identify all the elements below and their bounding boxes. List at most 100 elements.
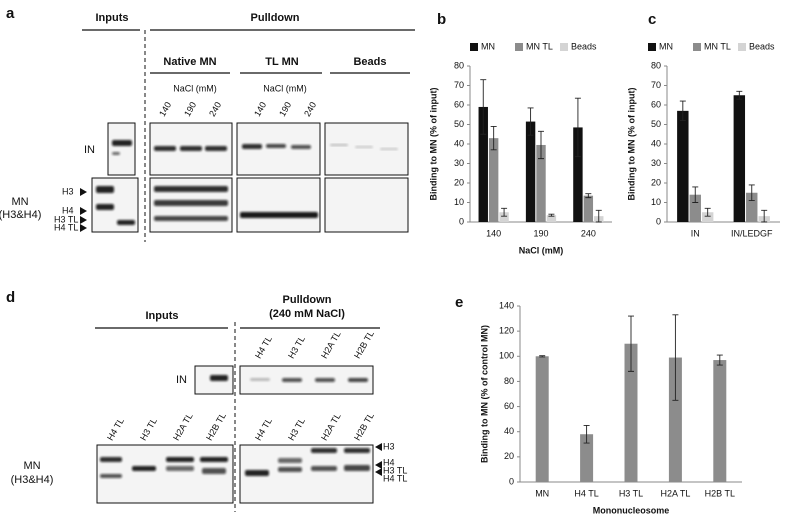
lane-label: H4 TL xyxy=(105,416,126,442)
band xyxy=(117,220,135,225)
row-label: (H3&H4) xyxy=(11,474,54,486)
band xyxy=(311,448,337,453)
y-tick-label: 80 xyxy=(454,60,464,70)
band xyxy=(202,468,226,474)
legend-swatch xyxy=(693,43,701,51)
lane-label: 190 xyxy=(277,100,293,118)
marker-label: H4 xyxy=(383,457,395,467)
legend-swatch xyxy=(470,43,478,51)
group-label: Native MN xyxy=(163,56,216,68)
marker-arrow xyxy=(375,443,382,476)
band xyxy=(278,458,302,463)
y-tick-label: 20 xyxy=(651,177,661,187)
error-bar xyxy=(480,79,487,135)
y-tick-label: 100 xyxy=(499,351,514,361)
y-tick-label: 20 xyxy=(504,451,514,461)
marker-label: H3 xyxy=(62,186,74,196)
x-axis-label: Mononucleosome xyxy=(593,505,670,515)
panel-label: e xyxy=(455,294,463,311)
bar xyxy=(546,215,557,222)
lane-label: H3 TL xyxy=(286,416,307,442)
error-bar xyxy=(595,209,602,223)
row-label: (H3&H4) xyxy=(0,209,41,221)
error-bar xyxy=(761,209,768,223)
band xyxy=(330,144,348,146)
blot xyxy=(324,177,409,233)
y-tick-label: 10 xyxy=(454,197,464,207)
row-label: IN xyxy=(84,144,95,156)
row-label: IN xyxy=(176,374,187,386)
band xyxy=(154,146,176,151)
panel-label: a xyxy=(6,5,15,22)
band xyxy=(132,466,156,471)
y-axis-label: Binding to MN (% of control MN) xyxy=(479,325,489,463)
header: Pulldown xyxy=(283,294,332,306)
x-tick-label: H2B TL xyxy=(705,488,735,498)
band xyxy=(245,470,269,476)
marker-label: H3 xyxy=(383,441,395,451)
marker-label: H4 xyxy=(62,205,74,215)
y-tick-label: 70 xyxy=(651,80,661,90)
x-tick-label: H4 TL xyxy=(574,488,598,498)
error-bar xyxy=(692,186,699,203)
bar xyxy=(583,195,594,222)
band xyxy=(112,152,120,155)
row-label: MN xyxy=(23,460,40,472)
band xyxy=(166,466,194,471)
x-tick-label: 240 xyxy=(581,228,596,238)
panel-label: c xyxy=(648,11,656,28)
legend-swatch xyxy=(560,43,568,51)
error-bar xyxy=(490,126,497,151)
x-tick-label: IN/LEDGF xyxy=(731,228,773,238)
y-tick-label: 60 xyxy=(651,99,661,109)
legend-label: MN xyxy=(481,41,495,51)
bar xyxy=(624,343,638,482)
header: Inputs xyxy=(96,12,129,24)
lane-label: 240 xyxy=(302,100,318,118)
bar xyxy=(746,192,758,222)
bar xyxy=(573,127,583,222)
error-bar xyxy=(628,315,634,372)
y-tick-label: 80 xyxy=(504,376,514,386)
header: Inputs xyxy=(146,310,179,322)
bar xyxy=(689,194,701,222)
error-bar xyxy=(548,213,555,217)
band xyxy=(250,378,270,381)
x-tick-label: H3 TL xyxy=(619,488,643,498)
band xyxy=(266,144,286,148)
lane-label: H2B TL xyxy=(204,411,228,442)
bar xyxy=(677,110,689,222)
y-tick-label: 30 xyxy=(454,158,464,168)
band xyxy=(242,144,262,149)
lane-label: 140 xyxy=(252,100,268,118)
y-tick-label: 80 xyxy=(651,60,661,70)
lane-label: 240 xyxy=(207,100,223,118)
band xyxy=(344,465,370,471)
y-tick-label: 40 xyxy=(651,138,661,148)
x-tick-label: MN xyxy=(535,488,549,498)
error-bar xyxy=(672,314,679,401)
y-tick-label: 60 xyxy=(504,401,514,411)
bar xyxy=(733,95,746,222)
bar xyxy=(701,212,714,222)
x-tick-label: 190 xyxy=(533,228,548,238)
band xyxy=(154,186,228,192)
y-tick-label: 20 xyxy=(454,177,464,187)
lane-label: H4 TL xyxy=(253,416,274,442)
band xyxy=(311,466,337,471)
header: (240 mM NaCl) xyxy=(269,308,345,320)
y-tick-label: 60 xyxy=(454,99,464,109)
band xyxy=(100,457,122,462)
error-bar xyxy=(585,193,592,199)
error-bar xyxy=(736,90,743,100)
band xyxy=(205,146,227,151)
band xyxy=(100,474,122,478)
band xyxy=(278,467,302,472)
y-axis-label: Binding to MN (% of input) xyxy=(626,88,636,201)
y-tick-label: 40 xyxy=(504,426,514,436)
x-tick-label: IN xyxy=(691,228,700,238)
legend-label: MN TL xyxy=(704,41,731,51)
band xyxy=(154,200,228,206)
blot xyxy=(107,122,136,176)
